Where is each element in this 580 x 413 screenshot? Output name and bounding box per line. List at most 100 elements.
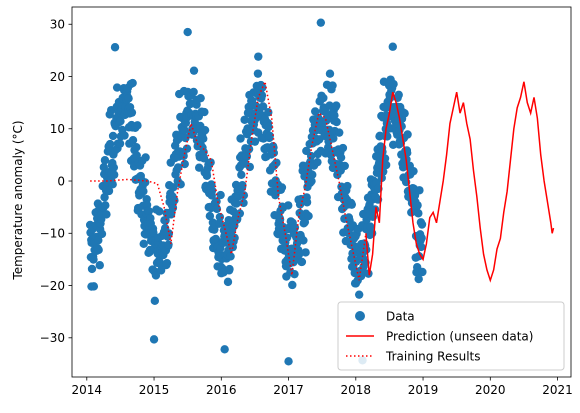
data-point [319, 93, 328, 103]
legend-label: Data [386, 309, 415, 323]
data-point [144, 206, 154, 216]
y-tick-label: 10 [50, 122, 65, 136]
data-point [418, 267, 427, 277]
data-point [230, 233, 239, 243]
data-point [205, 211, 215, 221]
data-point [120, 131, 129, 140]
data-point [97, 229, 107, 239]
data-point [162, 258, 172, 268]
data-point [254, 52, 263, 61]
data-point [414, 209, 423, 218]
data-point [112, 83, 122, 92]
training-results-line [90, 79, 367, 281]
data-point [400, 109, 409, 118]
data-point [100, 156, 110, 165]
data-point [212, 204, 222, 214]
data-point [301, 248, 310, 257]
y-tick-label: 30 [50, 18, 65, 32]
data-point [282, 233, 292, 242]
data-point [128, 78, 137, 88]
x-tick-label: 2020 [475, 383, 506, 397]
data-point [302, 198, 312, 207]
data-point [101, 201, 110, 210]
data-point [237, 170, 246, 179]
data-point [168, 203, 178, 213]
data-point [269, 148, 279, 158]
data-point [94, 245, 103, 255]
data-point [338, 143, 348, 153]
data-point [211, 234, 220, 244]
data-point [149, 335, 159, 344]
data-point [379, 167, 388, 176]
data-point [141, 153, 150, 162]
data-point [413, 201, 422, 210]
data-point [200, 125, 210, 135]
data-point [414, 251, 424, 261]
data-point [182, 144, 192, 153]
data-point [149, 228, 158, 237]
data-point [397, 122, 406, 131]
data-point [389, 79, 398, 89]
data-point [173, 163, 183, 172]
data-point [313, 157, 322, 167]
data-point [109, 170, 119, 179]
data-point [206, 158, 215, 167]
data-point [300, 217, 310, 227]
data-point [87, 264, 97, 274]
data-point [232, 199, 241, 208]
data-point [132, 143, 141, 152]
data-point [115, 139, 125, 148]
y-tick-label: 0 [57, 174, 65, 188]
plot-frame [71, 6, 572, 378]
legend-label: Training Results [385, 349, 481, 363]
data-point [151, 271, 161, 280]
data-point [189, 66, 199, 75]
data-point [110, 43, 120, 52]
y-tick-label: −30 [40, 331, 65, 345]
data-point [164, 240, 173, 249]
data-point [297, 257, 307, 267]
data-point [170, 196, 179, 205]
data-point [308, 170, 317, 179]
data-point [127, 108, 137, 117]
data-point [325, 69, 335, 78]
data-point [238, 180, 247, 190]
data-point [239, 191, 249, 200]
data-point [288, 280, 297, 290]
data-point [366, 222, 375, 231]
data-point [141, 178, 150, 187]
legend: Data Prediction (unseen data) Training Res… [337, 301, 565, 371]
data-point [128, 135, 138, 145]
data-point [253, 69, 263, 78]
data-point [329, 134, 338, 143]
data-point [277, 183, 287, 192]
data-point [381, 160, 391, 170]
data-point [236, 134, 245, 143]
data-layer [85, 18, 555, 366]
x-tick-label: 2017 [273, 383, 304, 397]
data-point [194, 163, 204, 172]
data-point [417, 242, 426, 252]
x-tick-label: 2021 [542, 383, 573, 397]
data-point [272, 158, 281, 167]
data-point [133, 121, 142, 130]
data-point [132, 151, 141, 160]
y-tick-label: −20 [40, 279, 65, 293]
data-point [307, 176, 316, 186]
data-point [265, 131, 274, 140]
data-point [124, 94, 133, 103]
data-point [409, 166, 418, 176]
data-point [264, 108, 273, 117]
data-point [180, 125, 189, 135]
data-point [176, 180, 185, 189]
data-point [108, 131, 118, 141]
data-point [414, 274, 423, 284]
data-point [417, 220, 427, 229]
data-point [343, 181, 352, 191]
x-tick-label: 2015 [139, 383, 170, 397]
data-point [403, 130, 412, 139]
data-point [316, 18, 326, 27]
data-point [199, 147, 208, 157]
data-point [332, 117, 341, 127]
data-point [284, 201, 293, 210]
